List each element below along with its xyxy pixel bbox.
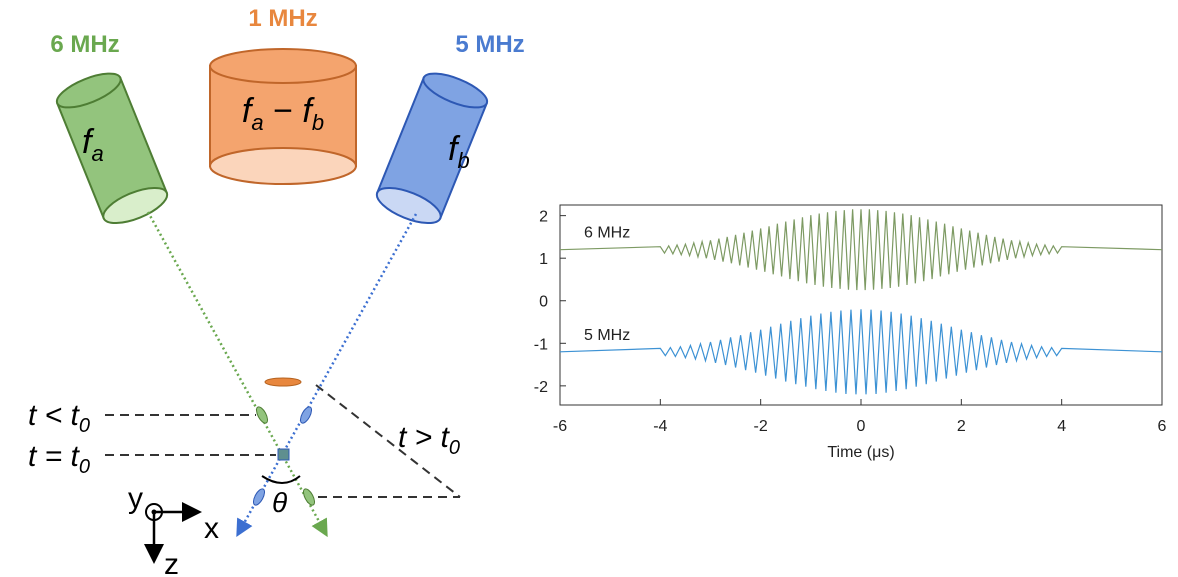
series-line: [560, 209, 1162, 290]
x-tick-label: -2: [754, 418, 768, 435]
page: 6 MHz 1 MHz 5 MHz fa fa − fb fb t < t0 t…: [0, 0, 1178, 577]
beam-b: [238, 214, 416, 534]
time-label: t < t0: [28, 399, 90, 437]
x-tick-label: 0: [857, 418, 866, 435]
freq-label: 6 MHz: [50, 31, 119, 58]
x-axis-title: Time (μs): [827, 444, 894, 461]
overlap: [278, 449, 289, 460]
pulse-a: [301, 487, 317, 507]
x-tick-label: -4: [653, 418, 667, 435]
pulse-a: [254, 405, 270, 425]
pulse-diff: [265, 378, 301, 386]
figure: 6 MHz 1 MHz 5 MHz fa fa − fb fb t < t0 t…: [0, 0, 1178, 577]
pulse-b: [251, 487, 267, 507]
axis-label: z: [164, 548, 179, 577]
freq-label: 5 MHz: [455, 31, 524, 58]
x-tick-label: 2: [957, 418, 966, 435]
x-tick-label: -6: [553, 418, 567, 435]
series-label: 5 MHz: [584, 327, 630, 344]
time-label: t > t0: [398, 421, 460, 459]
x-tick-label: 6: [1158, 418, 1167, 435]
y-tick-label: 2: [539, 209, 548, 226]
transducer-a: [53, 67, 172, 231]
axis-label: x: [204, 512, 219, 545]
y-tick-label: -2: [534, 379, 548, 396]
y-tick-label: 0: [539, 294, 548, 311]
freq-label: 1 MHz: [248, 5, 317, 32]
beam-a: [148, 212, 326, 534]
angle-label: θ: [272, 487, 287, 518]
series-line: [560, 309, 1162, 394]
axis-label: y: [128, 482, 143, 515]
y-tick-label: -1: [534, 336, 548, 353]
pulse-b: [298, 405, 314, 425]
time-label: t = t0: [28, 440, 90, 478]
x-tick-label: 4: [1057, 418, 1066, 435]
series-label: 6 MHz: [584, 225, 630, 242]
plot-frame: [560, 205, 1162, 405]
transducer-b: [372, 67, 491, 231]
y-tick-label: 1: [539, 251, 548, 268]
